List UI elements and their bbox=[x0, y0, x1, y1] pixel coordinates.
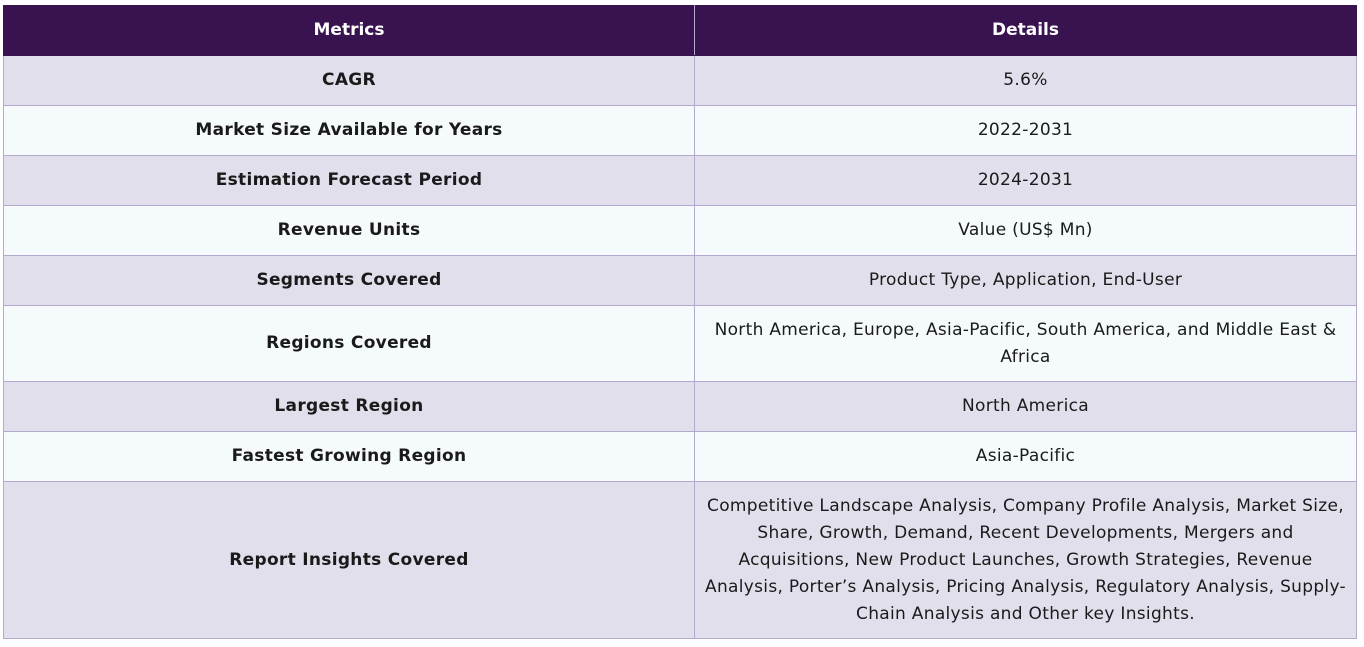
metric-cell: Largest Region bbox=[3, 381, 695, 432]
metric-cell: Revenue Units bbox=[3, 205, 695, 256]
detail-cell: 2024-2031 bbox=[694, 155, 1357, 206]
metric-cell: Segments Covered bbox=[3, 255, 695, 306]
header-details: Details bbox=[694, 5, 1357, 56]
header-metrics: Metrics bbox=[3, 5, 695, 56]
table-row: Regions Covered North America, Europe, A… bbox=[3, 305, 1357, 382]
metric-cell: CAGR bbox=[3, 55, 695, 106]
detail-cell: Asia-Pacific bbox=[694, 431, 1357, 482]
metric-cell: Regions Covered bbox=[3, 305, 695, 382]
metric-cell: Fastest Growing Region bbox=[3, 431, 695, 482]
table-header-row: Metrics Details bbox=[3, 5, 1357, 56]
metric-cell: Market Size Available for Years bbox=[3, 105, 695, 156]
table-row: Largest Region North America bbox=[3, 381, 1357, 432]
detail-cell: 2022-2031 bbox=[694, 105, 1357, 156]
table-row: Segments Covered Product Type, Applicati… bbox=[3, 255, 1357, 306]
metric-cell: Report Insights Covered bbox=[3, 481, 695, 639]
table-row: CAGR 5.6% bbox=[3, 55, 1357, 106]
detail-cell: Value (US$ Mn) bbox=[694, 205, 1357, 256]
detail-cell: 5.6% bbox=[694, 55, 1357, 106]
table-row: Estimation Forecast Period 2024-2031 bbox=[3, 155, 1357, 206]
metric-cell: Estimation Forecast Period bbox=[3, 155, 695, 206]
table-row: Fastest Growing Region Asia-Pacific bbox=[3, 431, 1357, 482]
detail-cell: Product Type, Application, End-User bbox=[694, 255, 1357, 306]
table-row: Revenue Units Value (US$ Mn) bbox=[3, 205, 1357, 256]
table-row: Market Size Available for Years 2022-203… bbox=[3, 105, 1357, 156]
metrics-table-container: Metrics Details CAGR 5.6% Market Size Av… bbox=[3, 5, 1357, 639]
detail-cell: Competitive Landscape Analysis, Company … bbox=[694, 481, 1357, 639]
metrics-table: Metrics Details CAGR 5.6% Market Size Av… bbox=[3, 5, 1357, 639]
table-row: Report Insights Covered Competitive Land… bbox=[3, 481, 1357, 639]
detail-cell: North America, Europe, Asia-Pacific, Sou… bbox=[694, 305, 1357, 382]
detail-cell: North America bbox=[694, 381, 1357, 432]
